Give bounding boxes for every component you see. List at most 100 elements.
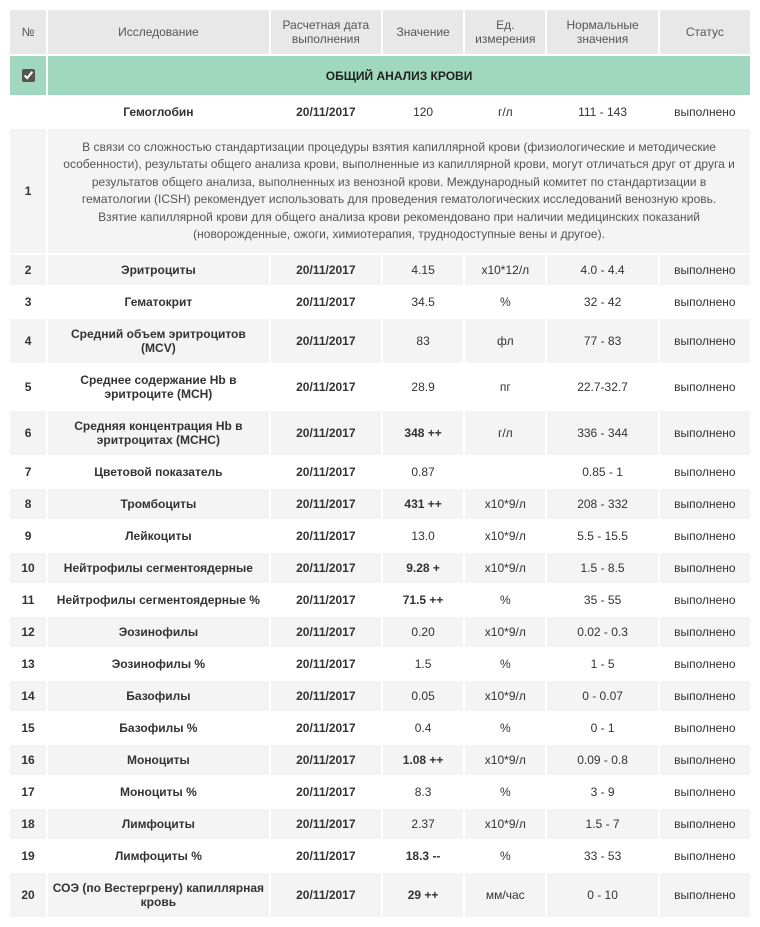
row-range: 0.09 - 0.8 bbox=[547, 745, 657, 775]
table-row: 6Средняя концентрация Hb в эритроцитах (… bbox=[10, 411, 750, 455]
row-date: 20/11/2017 bbox=[271, 365, 381, 409]
row-date: 20/11/2017 bbox=[271, 553, 381, 583]
note-row-num: 1 bbox=[10, 129, 46, 253]
row-date: 20/11/2017 bbox=[271, 777, 381, 807]
row-value: 1.08 ++ bbox=[383, 745, 463, 775]
row-date: 20/11/2017 bbox=[271, 521, 381, 551]
row-num: 11 bbox=[10, 585, 46, 615]
row-date: 20/11/2017 bbox=[271, 873, 381, 917]
row-value: 28.9 bbox=[383, 365, 463, 409]
table-row: 18Лимфоциты20/11/20172.37x10*9/л1.5 - 7в… bbox=[10, 809, 750, 839]
table-row: 15Базофилы %20/11/20170.4%0 - 1выполнено bbox=[10, 713, 750, 743]
row-date: 20/11/2017 bbox=[271, 681, 381, 711]
row-unit: % bbox=[465, 777, 545, 807]
row-num: 9 bbox=[10, 521, 46, 551]
row-range: 0 - 10 bbox=[547, 873, 657, 917]
row-range: 336 - 344 bbox=[547, 411, 657, 455]
row-status: выполнено bbox=[660, 365, 750, 409]
row-unit: x10*9/л bbox=[465, 521, 545, 551]
table-row: 20СОЭ (по Вестергрену) капиллярная кровь… bbox=[10, 873, 750, 917]
row-date: 20/11/2017 bbox=[271, 585, 381, 615]
row-value: 2.37 bbox=[383, 809, 463, 839]
table-row: 16Моноциты20/11/20171.08 ++x10*9/л0.09 -… bbox=[10, 745, 750, 775]
row-range: 22.7-32.7 bbox=[547, 365, 657, 409]
row-test: Тромбоциты bbox=[48, 489, 269, 519]
row-test: Гематокрит bbox=[48, 287, 269, 317]
col-range: Нормальные значения bbox=[547, 10, 657, 54]
table-row: 3Гематокрит20/11/201734.5%32 - 42выполне… bbox=[10, 287, 750, 317]
row-num: 16 bbox=[10, 745, 46, 775]
row-test: Нейтрофилы сегментоядерные bbox=[48, 553, 269, 583]
row-unit: пг bbox=[465, 365, 545, 409]
row-date: 20/11/2017 bbox=[271, 841, 381, 871]
row-test: Средний объем эритроцитов (MCV) bbox=[48, 319, 269, 363]
row-status: выполнено bbox=[660, 287, 750, 317]
row-unit: x10*9/л bbox=[465, 553, 545, 583]
row-value: 431 ++ bbox=[383, 489, 463, 519]
row-unit: % bbox=[465, 287, 545, 317]
row-num: 17 bbox=[10, 777, 46, 807]
row-test: Лейкоциты bbox=[48, 521, 269, 551]
table-row: Гемоглобин20/11/2017120г/л111 - 143выпол… bbox=[10, 97, 750, 127]
table-row: 13Эозинофилы %20/11/20171.5%1 - 5выполне… bbox=[10, 649, 750, 679]
row-unit: % bbox=[465, 649, 545, 679]
section-checkbox[interactable] bbox=[22, 69, 35, 82]
row-value: 83 bbox=[383, 319, 463, 363]
col-unit: Ед. измерения bbox=[465, 10, 545, 54]
row-range: 208 - 332 bbox=[547, 489, 657, 519]
row-status: выполнено bbox=[660, 521, 750, 551]
row-num: 3 bbox=[10, 287, 46, 317]
row-range: 77 - 83 bbox=[547, 319, 657, 363]
row-test: Моноциты % bbox=[48, 777, 269, 807]
section-checkbox-cell[interactable] bbox=[10, 56, 46, 95]
results-table: № Исследование Расчетная дата выполнения… bbox=[8, 8, 752, 919]
row-test: Лимфоциты bbox=[48, 809, 269, 839]
row-date: 20/11/2017 bbox=[271, 255, 381, 285]
row-unit: x10*12/л bbox=[465, 255, 545, 285]
row-test: Цветовой показатель bbox=[48, 457, 269, 487]
row-test: Базофилы bbox=[48, 681, 269, 711]
row-num: 5 bbox=[10, 365, 46, 409]
row-value: 34.5 bbox=[383, 287, 463, 317]
section-title: ОБЩИЙ АНАЛИЗ КРОВИ bbox=[48, 56, 750, 95]
table-row: 17Моноциты %20/11/20178.3%3 - 9выполнено bbox=[10, 777, 750, 807]
section-header-row: ОБЩИЙ АНАЛИЗ КРОВИ bbox=[10, 56, 750, 95]
row-num: 2 bbox=[10, 255, 46, 285]
row-range: 1.5 - 8.5 bbox=[547, 553, 657, 583]
row-date: 20/11/2017 bbox=[271, 713, 381, 743]
row-unit: x10*9/л bbox=[465, 681, 545, 711]
table-row: 5Среднее содержание Hb в эритроците (MCH… bbox=[10, 365, 750, 409]
table-row: 8Тромбоциты20/11/2017431 ++x10*9/л208 - … bbox=[10, 489, 750, 519]
row-range: 0 - 0.07 bbox=[547, 681, 657, 711]
row-num: 7 bbox=[10, 457, 46, 487]
row-status: выполнено bbox=[660, 617, 750, 647]
col-date: Расчетная дата выполнения bbox=[271, 10, 381, 54]
row-date: 20/11/2017 bbox=[271, 809, 381, 839]
col-status: Статус bbox=[660, 10, 750, 54]
row-test: Нейтрофилы сегментоядерные % bbox=[48, 585, 269, 615]
row-num: 8 bbox=[10, 489, 46, 519]
row-value: 1.5 bbox=[383, 649, 463, 679]
row-unit: % bbox=[465, 713, 545, 743]
table-row: 4Средний объем эритроцитов (MCV)20/11/20… bbox=[10, 319, 750, 363]
row-test: Среднее содержание Hb в эритроците (MCH) bbox=[48, 365, 269, 409]
table-row: 12Эозинофилы20/11/20170.20x10*9/л0.02 - … bbox=[10, 617, 750, 647]
row-num: 13 bbox=[10, 649, 46, 679]
row-value: 0.05 bbox=[383, 681, 463, 711]
row-num bbox=[10, 97, 46, 127]
row-test: Гемоглобин bbox=[48, 97, 269, 127]
row-unit: мм/час bbox=[465, 873, 545, 917]
row-status: выполнено bbox=[660, 255, 750, 285]
row-range: 1 - 5 bbox=[547, 649, 657, 679]
table-row: 11Нейтрофилы сегментоядерные %20/11/2017… bbox=[10, 585, 750, 615]
row-status: выполнено bbox=[660, 457, 750, 487]
col-value: Значение bbox=[383, 10, 463, 54]
row-status: выполнено bbox=[660, 777, 750, 807]
row-status: выполнено bbox=[660, 411, 750, 455]
row-value: 0.4 bbox=[383, 713, 463, 743]
row-status: выполнено bbox=[660, 713, 750, 743]
row-range: 5.5 - 15.5 bbox=[547, 521, 657, 551]
row-range: 4.0 - 4.4 bbox=[547, 255, 657, 285]
row-range: 35 - 55 bbox=[547, 585, 657, 615]
row-num: 4 bbox=[10, 319, 46, 363]
